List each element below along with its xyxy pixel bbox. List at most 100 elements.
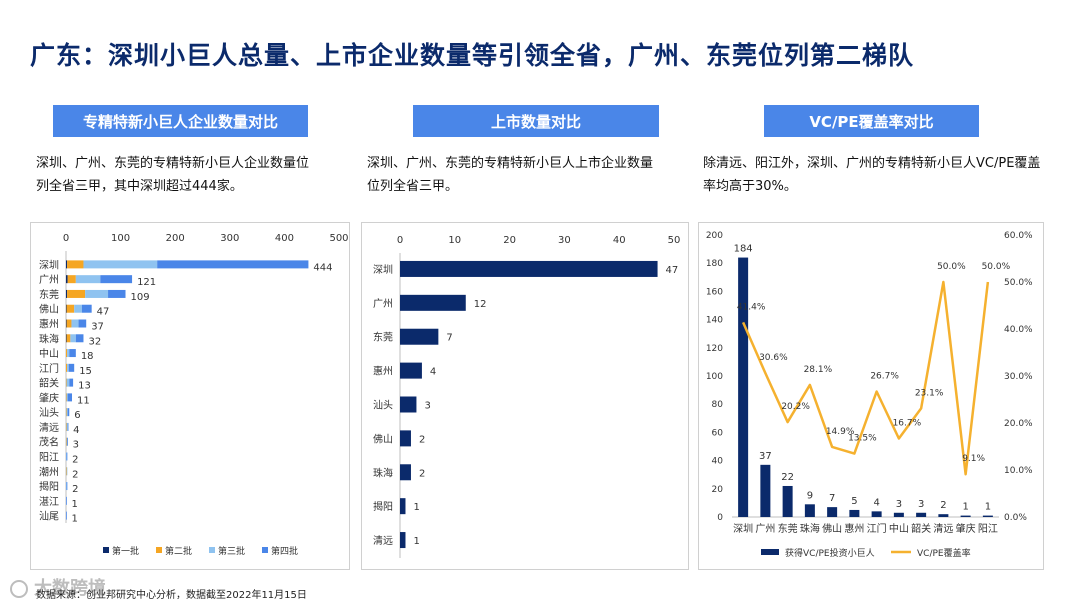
legend-label-bar: 获得VC/PE投资小巨人 (785, 547, 875, 559)
bar-segment-3 (67, 349, 70, 358)
bar-segment-3 (66, 482, 67, 491)
bar-segment-4 (157, 260, 309, 269)
data-label: 109 (131, 292, 150, 303)
category-label: 珠海 (800, 522, 820, 535)
line-data-label: 9.1% (962, 454, 985, 464)
bar-data-label: 1 (962, 502, 968, 513)
bar (400, 532, 406, 549)
y-tick-label: 160 (706, 287, 723, 297)
data-label: 18 (81, 351, 94, 362)
category-label: 深圳 (373, 264, 393, 276)
bar-data-label: 3 (918, 499, 924, 510)
data-label: 47 (666, 265, 679, 276)
category-label: 江门 (867, 522, 887, 535)
y-tick-label: 80 (712, 400, 724, 410)
y-tick-label: 60 (712, 428, 724, 438)
line-data-label: 20.2% (781, 402, 810, 412)
bar-data-label: 22 (781, 472, 794, 483)
data-label: 11 (77, 395, 90, 406)
watermark: 大数跨境 (10, 574, 106, 600)
watermark-text: 大数跨境 (34, 578, 106, 599)
x-tick-label: 50 (668, 235, 681, 246)
line-data-label: 41.4% (737, 302, 766, 312)
category-label: 阳江 (978, 523, 998, 535)
legend-swatch (209, 547, 215, 553)
legend-label: 第一批 (112, 545, 139, 557)
line-data-label: 14.9% (826, 427, 855, 437)
watermark-logo-icon (10, 580, 28, 598)
bar (400, 260, 658, 277)
data-label: 6 (74, 410, 80, 421)
category-label: 深圳 (733, 523, 753, 535)
data-label: 4 (73, 425, 79, 436)
x-tick-label: 0 (397, 235, 403, 246)
bar-segment-1 (66, 289, 68, 298)
bar-segment-3 (75, 275, 101, 284)
bar-segment-2 (66, 378, 67, 387)
bar-data-label: 7 (829, 493, 835, 504)
bar-segment-4 (66, 452, 68, 461)
legend-swatch-bar (761, 549, 779, 555)
bar-segment-4 (67, 422, 69, 431)
bar-segment-3 (66, 408, 68, 417)
category-label: 中山 (889, 522, 909, 535)
data-label: 1 (72, 514, 78, 525)
bar-segment-3 (67, 363, 69, 372)
bar-segment-3 (71, 319, 79, 328)
category-label: 佛山 (373, 432, 393, 445)
category-label: 肇庆 (39, 391, 59, 404)
bar-segment-4 (108, 289, 126, 298)
y-tick-label: 180 (706, 259, 723, 269)
desc-2: 深圳、广州、东莞的专精特新小巨人上市企业数量 位列全省三甲。 (367, 152, 653, 198)
data-label: 2 (419, 434, 425, 445)
category-label: 茂名 (39, 436, 59, 449)
data-label: 37 (91, 322, 104, 333)
bar-segment-2 (66, 422, 67, 431)
x-tick-label: 300 (220, 233, 239, 244)
y-tick-label: 100 (706, 372, 723, 382)
bar-segment-4 (66, 511, 67, 520)
data-label: 2 (72, 484, 78, 495)
category-label: 东莞 (39, 288, 59, 301)
bar-segment-3 (66, 422, 68, 431)
category-label: 汕头 (373, 400, 393, 412)
bar (760, 464, 771, 517)
line-data-label: 16.7% (893, 419, 922, 429)
category-label: 佛山 (822, 522, 842, 535)
category-label: 阳江 (39, 452, 59, 464)
x-tick-label: 0 (63, 233, 69, 244)
desc-1: 深圳、广州、东莞的专精特新小巨人企业数量位 列全省三甲，其中深圳超过444家。 (36, 152, 309, 198)
bar-segment-2 (66, 437, 67, 446)
x-tick-label: 30 (558, 235, 571, 246)
data-label: 2 (72, 455, 78, 466)
bar-data-label: 184 (734, 244, 753, 255)
data-label: 4 (430, 367, 436, 378)
y-tick-label: 200 (706, 231, 723, 241)
bar-segment-2 (66, 319, 72, 328)
category-label: 江门 (39, 362, 59, 375)
bar (400, 498, 406, 515)
bar-segment-4 (66, 482, 68, 491)
line-data-label: 50.0% (982, 262, 1011, 272)
line-data-label: 23.1% (915, 388, 944, 398)
bar (782, 485, 793, 517)
coverage-line (741, 280, 990, 476)
desc-1-line-2: 列全省三甲，其中深圳超过444家。 (36, 179, 243, 194)
bar-segment-3 (66, 437, 68, 446)
combo-chart-vcpe: 0 20 40 60 80 100 120 140 160 180 200 0.0% 10.0% 20.0… (706, 231, 1033, 559)
bar-segment-1 (66, 275, 68, 284)
bar-segment-2 (66, 393, 67, 402)
category-label: 韶关 (39, 377, 59, 390)
desc-3-line-1: 除清远、阳江外，深圳、广州的专精特新小巨人VC/PE覆盖 (703, 156, 1041, 171)
legend-swatch (103, 547, 109, 553)
bar-segment-4 (69, 349, 76, 358)
data-label: 3 (424, 401, 430, 412)
data-label: 13 (78, 381, 91, 392)
y2-tick-label: 0.0% (1004, 513, 1027, 523)
line-data-label: 13.5% (848, 434, 877, 444)
category-label: 清远 (39, 421, 59, 434)
legend-label: 第四批 (271, 545, 298, 557)
y2-tick-label: 50.0% (1004, 278, 1033, 288)
bar-segment-3 (66, 393, 68, 402)
